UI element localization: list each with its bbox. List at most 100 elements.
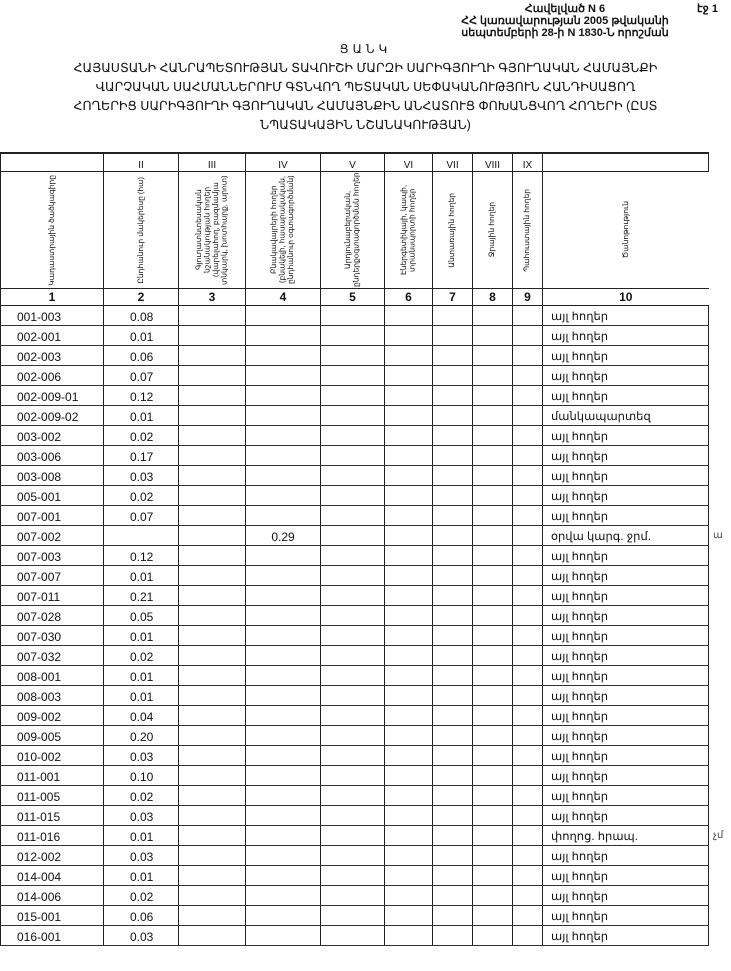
- reserve-land-cell: [512, 325, 543, 346]
- note-cell: այլ հողեր: [542, 845, 709, 866]
- cadastral-code-cell: 007-032: [0, 645, 104, 666]
- column-header: Անտառային հողեր: [432, 171, 473, 289]
- column-number: 9: [512, 288, 543, 306]
- table-row: 007-011 0.21 այլ հողեր: [0, 585, 709, 606]
- reserve-land-cell: [512, 605, 543, 626]
- table-row: 011-001 0.10 այլ հողեր: [0, 765, 709, 786]
- roman-header: II: [103, 152, 179, 172]
- cadastral-code-cell: 002-001: [0, 325, 104, 346]
- settlement-land-cell: [245, 685, 321, 706]
- industrial-land-cell: [320, 865, 385, 886]
- water-land-cell: [472, 585, 513, 606]
- forest-land-cell: [432, 505, 473, 526]
- reserve-land-cell: [512, 905, 543, 926]
- energy-land-cell: [384, 545, 433, 566]
- table-row: 011-016 0.01 փողոց. հրապ.: [0, 825, 709, 846]
- cadastral-code-cell: 001-003: [0, 305, 104, 326]
- reserve-land-cell: [512, 645, 543, 666]
- industrial-land-cell: [320, 585, 385, 606]
- water-land-cell: [472, 665, 513, 686]
- energy-land-cell: [384, 785, 433, 806]
- document-title: ՀԱՅԱՍՏԱՆԻ ՀԱՆՐԱՊԵՏՈՒԹՅԱՆ ՏԱՎՈՒՇԻ ՄԱՐԶԻ Ս…: [0, 59, 731, 135]
- forest-land-cell: [432, 525, 473, 546]
- energy-land-cell: [384, 305, 433, 326]
- reserve-land-cell: [512, 425, 543, 446]
- total-area-cell: 0.17: [103, 445, 179, 466]
- table-row: 002-009-02 0.01 մանկապարտեզ: [0, 405, 709, 426]
- cadastral-code-cell: 002-003: [0, 345, 104, 366]
- energy-land-cell: [384, 465, 433, 486]
- cadastral-code-cell: 011-015: [0, 805, 104, 826]
- energy-land-cell: [384, 445, 433, 466]
- settlement-land-cell: [245, 785, 321, 806]
- total-area-cell: 0.06: [103, 905, 179, 926]
- column-number: 2: [103, 288, 179, 306]
- column-number: 8: [472, 288, 513, 306]
- reserve-land-cell: [512, 345, 543, 366]
- forest-land-cell: [432, 345, 473, 366]
- table-row: 002-006 0.07 այլ հողեր: [0, 365, 709, 386]
- column-header: Արդյունաբերական, ընդերքօգտագործման հողեր: [320, 171, 385, 289]
- roman-header: IV: [245, 152, 321, 172]
- energy-land-cell: [384, 885, 433, 906]
- industrial-land-cell: [320, 625, 385, 646]
- roman-header: VII: [432, 152, 473, 172]
- cadastral-code-cell: 007-011: [0, 585, 104, 606]
- agri-land-cell: [178, 785, 246, 806]
- table-row: 008-003 0.01 այլ հողեր: [0, 685, 709, 706]
- industrial-land-cell: [320, 925, 385, 946]
- note-cell: այլ հողեր: [542, 425, 709, 446]
- agri-land-cell: [178, 525, 246, 546]
- total-area-cell: 0.01: [103, 865, 179, 886]
- decree-line-1: ՀՀ կառավարության 2005 թվականի: [461, 15, 669, 27]
- forest-land-cell: [432, 565, 473, 586]
- water-land-cell: [472, 325, 513, 346]
- industrial-land-cell: [320, 505, 385, 526]
- industrial-land-cell: [320, 385, 385, 406]
- water-land-cell: [472, 505, 513, 526]
- total-area-cell: 0.02: [103, 645, 179, 666]
- column-header-label: Անտառային հողեր: [447, 192, 457, 268]
- column-header: Ջրային հողեր: [472, 171, 513, 289]
- energy-land-cell: [384, 585, 433, 606]
- table-row: 007-002 0.29 օրվա կարգ. ջրմ.: [0, 525, 709, 546]
- forest-land-cell: [432, 785, 473, 806]
- settlement-land-cell: [245, 865, 321, 886]
- note-cell: այլ հողեր: [542, 665, 709, 686]
- reserve-land-cell: [512, 885, 543, 906]
- table-row: 009-005 0.20 այլ հողեր: [0, 725, 709, 746]
- settlement-land-cell: [245, 465, 321, 486]
- page-number: էջ 1: [697, 3, 718, 15]
- column-header-label: Ջրային հողեր: [487, 202, 497, 258]
- reserve-land-cell: [512, 765, 543, 786]
- forest-land-cell: [432, 745, 473, 766]
- table-row: 007-001 0.07 այլ հողեր: [0, 505, 709, 526]
- table-row: 002-009-01 0.12 այլ հողեր: [0, 385, 709, 406]
- total-area-cell: 0.01: [103, 665, 179, 686]
- energy-land-cell: [384, 485, 433, 506]
- agri-land-cell: [178, 325, 246, 346]
- cadastral-code-cell: 009-002: [0, 705, 104, 726]
- roman-header: III: [178, 152, 246, 172]
- annex-header: Հավելված N 6 ՀՀ կառավարության 2005 թվակա…: [440, 3, 690, 39]
- table-row: 007-030 0.01 այլ հողեր: [0, 625, 709, 646]
- energy-land-cell: [384, 505, 433, 526]
- table-row: 007-032 0.02 այլ հողեր: [0, 645, 709, 666]
- note-cell: այլ հողեր: [542, 805, 709, 826]
- energy-land-cell: [384, 385, 433, 406]
- total-area-cell: 0.02: [103, 785, 179, 806]
- settlement-land-cell: 0.29: [245, 525, 321, 546]
- note-cell: այլ հողեր: [542, 865, 709, 886]
- settlement-land-cell: [245, 565, 321, 586]
- agri-land-cell: [178, 625, 246, 646]
- agri-land-cell: [178, 605, 246, 626]
- agri-land-cell: [178, 905, 246, 926]
- decree-line-2: սեպտեմբերի 28-ի N 1830-Ն որոշման: [461, 27, 669, 39]
- reserve-land-cell: [512, 305, 543, 326]
- cadastral-code-cell: 011-016: [0, 825, 104, 846]
- table-row: 009-002 0.04 այլ հողեր: [0, 705, 709, 726]
- water-land-cell: [472, 885, 513, 906]
- forest-land-cell: [432, 705, 473, 726]
- energy-land-cell: [384, 325, 433, 346]
